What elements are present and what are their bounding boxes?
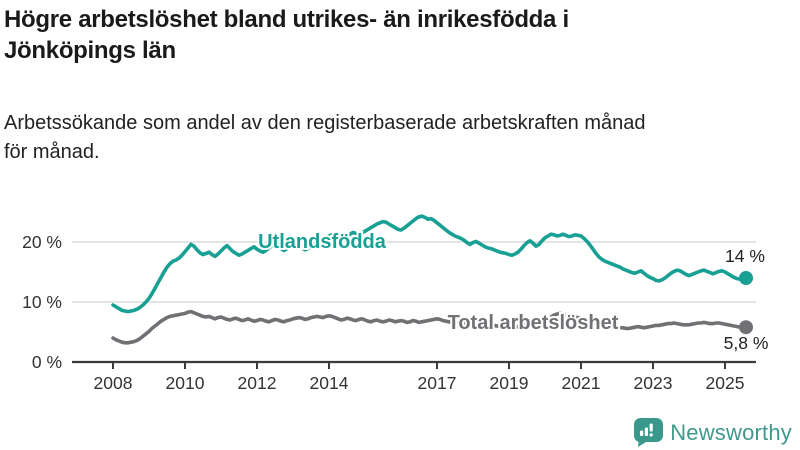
chart-title-line2: Jönköpings län bbox=[4, 37, 176, 64]
chart-title: Högre arbetslöshet bland utrikes- än inr… bbox=[4, 4, 774, 66]
chart-subtitle-line1: Arbetssökande som andel av den registerb… bbox=[4, 112, 646, 134]
series-end-dot-total-arbetsl-shet bbox=[739, 320, 753, 335]
x-tick-label: 2019 bbox=[490, 373, 529, 393]
series-label-total-arbetsl-shet: Total arbetslöshet bbox=[448, 312, 619, 334]
x-tick-label: 2021 bbox=[562, 373, 601, 393]
x-tick-label: 2023 bbox=[634, 373, 673, 393]
newsworthy-logo: Newsworthy bbox=[634, 417, 792, 448]
y-tick-label: 0 % bbox=[32, 352, 62, 372]
y-tick-label: 20 % bbox=[22, 232, 62, 252]
series-line-total-arbetsl-shet bbox=[111, 309, 748, 345]
x-tick-label: 2017 bbox=[418, 373, 457, 393]
series-end-dot-utlandsf-dda bbox=[739, 271, 753, 285]
series-end-value-total-arbetsl-shet: 5,8 % bbox=[724, 333, 769, 353]
x-tick-label: 2014 bbox=[310, 373, 349, 393]
newsworthy-logo-text: Newsworthy bbox=[670, 419, 792, 445]
chart-subtitle-line2: för månad. bbox=[4, 141, 100, 163]
y-tick-label: 10 % bbox=[22, 292, 62, 312]
series-line-utlandsf-dda bbox=[111, 214, 748, 314]
x-tick-label: 2025 bbox=[706, 373, 745, 393]
x-tick-label: 2010 bbox=[166, 373, 205, 393]
chart-title-line1: Högre arbetslöshet bland utrikes- än inr… bbox=[4, 6, 569, 33]
x-tick-label: 2008 bbox=[94, 373, 133, 393]
series-label-utlandsf-dda: Utlandsfödda bbox=[258, 231, 387, 253]
x-tick-label: 2012 bbox=[238, 373, 277, 393]
series-end-value-utlandsf-dda: 14 % bbox=[725, 246, 765, 266]
newsworthy-logo-icon bbox=[634, 418, 664, 447]
chart-subtitle: Arbetssökande som andel av den registerb… bbox=[4, 109, 794, 167]
